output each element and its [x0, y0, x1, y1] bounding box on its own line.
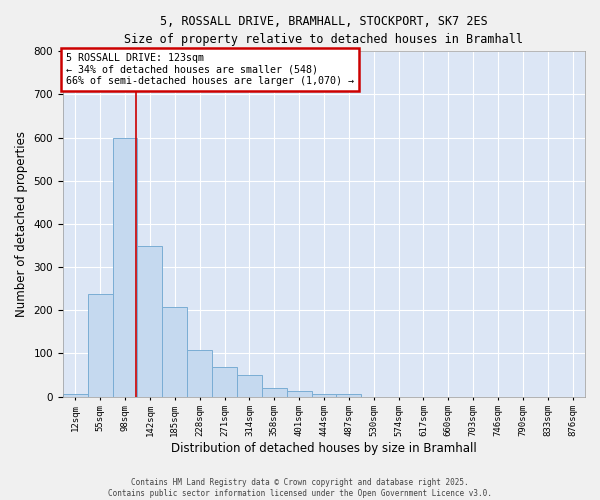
- Bar: [311, 394, 337, 396]
- Bar: [237, 375, 262, 396]
- X-axis label: Distribution of detached houses by size in Bramhall: Distribution of detached houses by size …: [171, 442, 477, 455]
- Bar: [113, 138, 137, 396]
- Bar: [287, 390, 311, 396]
- Bar: [88, 294, 113, 396]
- Title: 5, ROSSALL DRIVE, BRAMHALL, STOCKPORT, SK7 2ES
Size of property relative to deta: 5, ROSSALL DRIVE, BRAMHALL, STOCKPORT, S…: [124, 15, 523, 46]
- Text: Contains HM Land Registry data © Crown copyright and database right 2025.
Contai: Contains HM Land Registry data © Crown c…: [108, 478, 492, 498]
- Y-axis label: Number of detached properties: Number of detached properties: [15, 131, 28, 317]
- Bar: [337, 394, 361, 396]
- Text: 5 ROSSALL DRIVE: 123sqm
← 34% of detached houses are smaller (548)
66% of semi-d: 5 ROSSALL DRIVE: 123sqm ← 34% of detache…: [65, 53, 353, 86]
- Bar: [212, 367, 237, 396]
- Bar: [63, 394, 88, 396]
- Bar: [262, 388, 287, 396]
- Bar: [187, 350, 212, 397]
- Bar: [137, 246, 163, 396]
- Bar: [163, 307, 187, 396]
